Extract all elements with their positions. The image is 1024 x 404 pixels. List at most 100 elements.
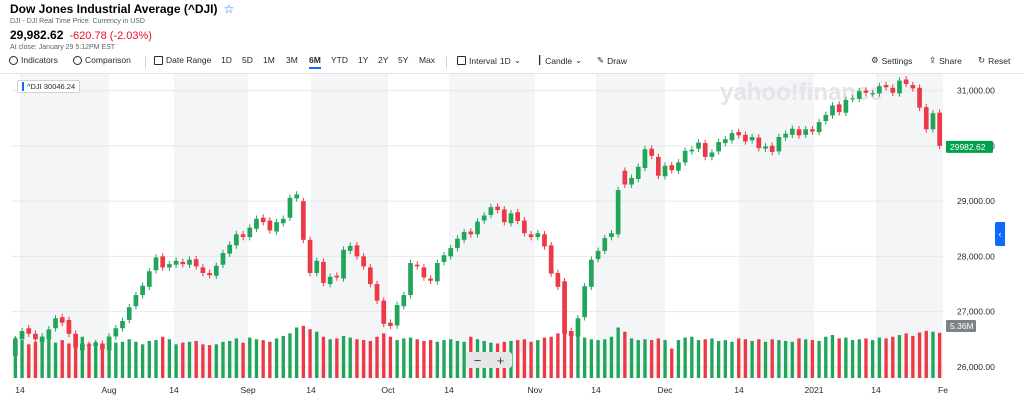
pencil-icon: ✎ [597, 55, 605, 65]
star-icon[interactable]: ☆ [223, 2, 235, 16]
candle-body [321, 261, 326, 283]
volume-bar [442, 340, 446, 378]
volume-bar [629, 338, 634, 378]
volume-bar [703, 339, 707, 378]
volume-bar [931, 331, 935, 378]
volume-bar [167, 339, 172, 378]
range-ytd[interactable]: YTD [331, 55, 348, 65]
chevron-left-icon[interactable]: ‹ [995, 222, 1005, 246]
chart-toolbar: Indicators Comparison Date Range 1D 5D 1… [0, 53, 1024, 71]
volume-bar [683, 337, 687, 378]
candle-body [789, 128, 795, 135]
interval-button[interactable]: Interval 1D ⌄ [457, 55, 521, 66]
volume-bar [154, 340, 158, 378]
range-5y[interactable]: 5Y [398, 55, 409, 65]
draw-button[interactable]: ✎ Draw [597, 55, 627, 66]
candle-body [421, 267, 427, 278]
x-tick-label: Oct [381, 385, 395, 395]
candle-body [120, 321, 125, 329]
chart-type-button[interactable]: ┃ Candle ⌄ [537, 55, 582, 66]
candle-body [86, 344, 92, 346]
candle-body [39, 336, 45, 343]
candle-body [877, 86, 882, 94]
candlestick-chart[interactable]: 31,000.0030,000.0029,000.0028,000.0027,0… [0, 74, 1024, 404]
volume-bar [710, 338, 714, 378]
quote-subtitle: DJI - DJI Real Time Price. Currency in U… [10, 18, 145, 25]
month-band [449, 74, 535, 378]
volume-bar [649, 340, 654, 378]
candle-body [468, 231, 474, 235]
volume-bar [609, 336, 614, 378]
volume-bar [33, 341, 38, 378]
candle-body [113, 328, 119, 337]
volume-bar [355, 339, 359, 378]
x-tick-label: 14 [306, 385, 316, 395]
volume-bar [361, 340, 366, 378]
volume-bar [435, 341, 439, 378]
range-1y[interactable]: 1Y [358, 55, 369, 65]
volume-bar [315, 331, 319, 378]
chevron-down-icon: ⌄ [513, 55, 521, 65]
volume-bar [522, 339, 527, 378]
range-1m[interactable]: 1M [263, 55, 275, 65]
candle-body [173, 260, 179, 265]
volume-bar [783, 340, 788, 378]
volume-bar [388, 336, 393, 378]
candle-body [287, 197, 293, 218]
x-tick-label: 14 [169, 385, 179, 395]
volume-bar [201, 344, 205, 378]
candle-body [816, 122, 822, 133]
range-1d[interactable]: 1D [221, 55, 232, 65]
volume-bar [864, 338, 868, 378]
candle-body [240, 234, 246, 238]
range-6m[interactable]: 6M [309, 55, 321, 69]
zoom-in-button[interactable]: + [496, 352, 505, 368]
month-band [20, 74, 109, 378]
candle-body [374, 284, 380, 301]
volume-bar [676, 340, 681, 378]
range-max[interactable]: Max [419, 55, 436, 65]
reset-button[interactable]: ↻ Reset [978, 55, 1010, 66]
share-button[interactable]: ⇪ Share [929, 55, 962, 66]
candle-body [133, 295, 139, 307]
volume-bar [643, 339, 647, 378]
candle-body [622, 170, 628, 185]
series-label[interactable]: ^DJI 30046.24 [17, 80, 81, 93]
zoom-control[interactable]: − + [466, 352, 512, 368]
candle-body [441, 255, 447, 262]
candle-body [702, 143, 708, 157]
candle-body [676, 162, 681, 171]
volume-bar [335, 338, 339, 378]
volume-bar [542, 337, 547, 378]
volume-bar [47, 339, 51, 378]
candle-body [234, 234, 239, 246]
chevron-down-icon: ⌄ [575, 55, 583, 65]
candle-body [461, 232, 467, 240]
range-3m[interactable]: 3M [286, 55, 298, 65]
candle-body [220, 253, 226, 265]
candle-body [542, 234, 547, 247]
volume-bar [281, 335, 285, 378]
volume-bar [462, 341, 466, 378]
candle-body [79, 343, 85, 351]
x-tick-label: Sep [240, 385, 255, 395]
comparison-button[interactable]: Comparison [73, 55, 131, 65]
date-range-button[interactable]: Date Range [154, 55, 211, 65]
volume-bar [228, 340, 232, 378]
candle-body [528, 234, 534, 238]
indicators-button[interactable]: Indicators [9, 55, 58, 65]
zoom-out-button[interactable]: − [473, 352, 482, 368]
settings-button[interactable]: ⚙ Settings [871, 55, 912, 66]
range-2y[interactable]: 2Y [378, 55, 389, 65]
divider [145, 56, 146, 68]
volume-bar [395, 340, 399, 378]
candle-body [669, 165, 675, 171]
candle-body [535, 233, 541, 238]
candle-body [26, 328, 32, 334]
range-5d[interactable]: 5D [242, 55, 253, 65]
candle-body [388, 322, 393, 327]
volume-bar [716, 340, 721, 378]
reset-icon: ↻ [978, 55, 986, 65]
candle-body [870, 93, 876, 95]
calendar-icon [154, 55, 163, 65]
